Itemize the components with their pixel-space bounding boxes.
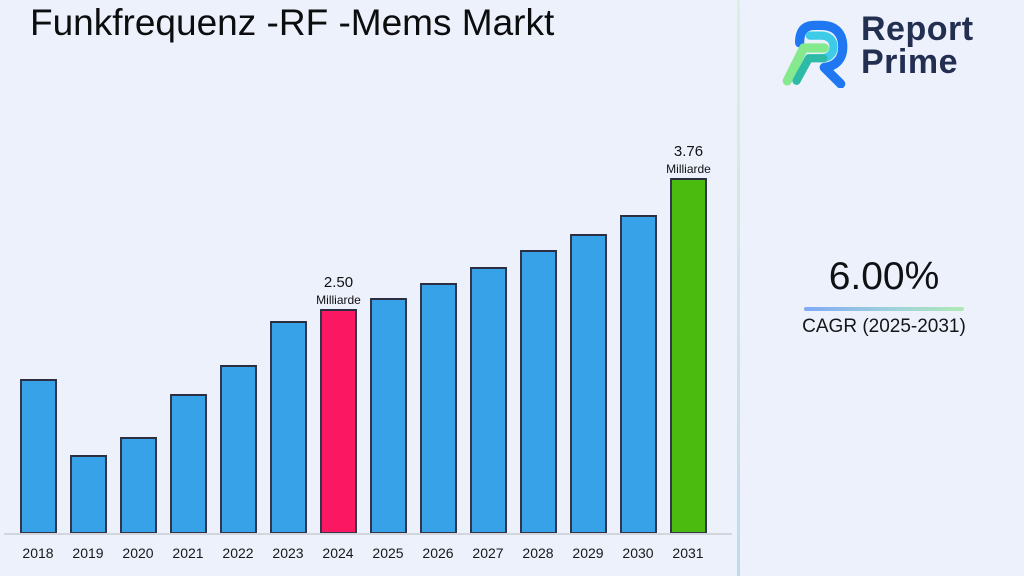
x-tick-2021: 2021 xyxy=(172,545,204,561)
x-tick-2022: 2022 xyxy=(222,545,254,561)
x-tick-2025: 2025 xyxy=(372,545,404,561)
bar-2024: 2.50 Milliarde xyxy=(316,274,361,534)
x-tick-2027: 2027 xyxy=(472,545,504,561)
page-title: Funkfrequenz -RF -Mems Markt xyxy=(30,2,555,43)
x-tick-2020: 2020 xyxy=(122,545,154,561)
bar-2023 xyxy=(270,321,307,534)
bar-2029 xyxy=(570,234,607,534)
panel-divider xyxy=(737,0,740,576)
cagr-value: 6.00% xyxy=(828,255,940,298)
x-tick-2024: 2024 xyxy=(322,545,354,561)
bar-2018 xyxy=(20,379,57,534)
x-tick-2023: 2023 xyxy=(272,545,304,561)
bar-value-label-2024: 2.50 Milliarde xyxy=(316,274,361,307)
x-tick-2031: 2031 xyxy=(672,545,704,561)
logo-text-prime: Prime xyxy=(861,43,958,81)
bar-2028 xyxy=(520,250,557,534)
x-tick-2019: 2019 xyxy=(72,545,104,561)
report-prime-logo-icon xyxy=(782,20,848,88)
bar-2026 xyxy=(420,283,457,534)
x-axis-line xyxy=(4,533,732,535)
logo-text-report: Report xyxy=(861,10,974,48)
bar-2025 xyxy=(370,298,407,534)
bar-2019 xyxy=(70,455,107,534)
x-tick-2028: 2028 xyxy=(522,545,554,561)
cagr-block: 6.00% CAGR (2025-2031) xyxy=(760,255,1008,338)
bar-value-unit: Milliarde xyxy=(316,293,361,307)
bar-value-number: 2.50 xyxy=(323,274,354,291)
bar-value-number: 3.76 xyxy=(673,143,704,160)
report-prime-logo-text: Report Prime xyxy=(861,10,974,81)
report-prime-logo: Report Prime xyxy=(776,12,974,88)
bar-2021 xyxy=(170,394,207,534)
x-tick-2030: 2030 xyxy=(622,545,654,561)
x-axis-labels: 2018 2019 2020 2021 2022 2023 2024 2025 2026 2027… xyxy=(13,545,713,561)
bar-2031: 3.76 Milliarde xyxy=(666,143,711,534)
bar-2022 xyxy=(220,365,257,534)
x-tick-2029: 2029 xyxy=(572,545,604,561)
x-tick-2026: 2026 xyxy=(422,545,454,561)
bar-2027 xyxy=(470,267,507,534)
bar-value-label-2031: 3.76 Milliarde xyxy=(666,143,711,176)
bar-area: 2.50 Milliarde 3.76 Milliarde xyxy=(20,0,711,534)
bar-value-unit: Milliarde xyxy=(666,162,711,176)
bar-2030 xyxy=(620,215,657,534)
bar-2020 xyxy=(120,437,157,534)
cagr-label: CAGR (2025-2031) xyxy=(802,315,966,337)
x-tick-2018: 2018 xyxy=(22,545,54,561)
cagr-underline xyxy=(804,306,964,311)
